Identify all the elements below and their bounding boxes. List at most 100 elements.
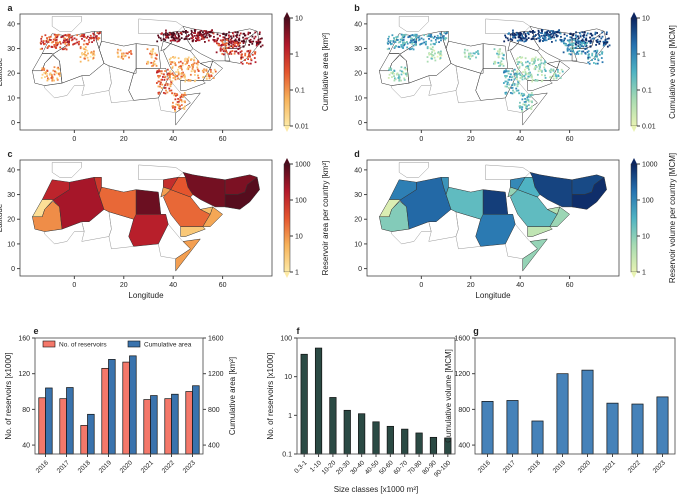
reservoir-point: [540, 56, 543, 59]
reservoir-point: [49, 39, 52, 41]
reservoir-point: [398, 76, 401, 79]
reservoir-point: [439, 52, 442, 55]
reservoir-point: [257, 38, 260, 41]
reservoir-point: [540, 62, 543, 65]
reservoir-point: [508, 32, 510, 35]
reservoir-point: [431, 55, 434, 58]
reservoir-point: [515, 76, 518, 79]
reservoir-point: [411, 37, 414, 40]
reservoir-point: [174, 76, 177, 78]
x-tick-label: 2018: [527, 459, 542, 474]
reservoir-point: [237, 52, 240, 54]
reservoir-point: [197, 60, 199, 63]
reservoir-point: [54, 39, 57, 42]
reservoir-point: [178, 104, 180, 107]
reservoir-point: [254, 52, 256, 55]
reservoir-point: [249, 55, 251, 58]
reservoir-point: [190, 33, 193, 35]
country-iran: [529, 25, 578, 62]
colorbar-extend-min: [284, 272, 290, 278]
reservoir-point: [544, 74, 546, 77]
bar-no-of-reservoirs: [122, 361, 130, 455]
reservoir-point: [442, 37, 445, 40]
reservoir-point: [594, 58, 596, 61]
reservoir-point: [569, 42, 571, 45]
reservoir-point: [225, 42, 228, 45]
reservoir-point: [50, 41, 53, 44]
reservoir-point: [518, 61, 520, 63]
reservoir-point: [243, 34, 246, 37]
reservoir-point: [522, 36, 525, 39]
x-tick-label: 40: [169, 282, 177, 289]
reservoir-point: [177, 33, 180, 36]
reservoir-point: [508, 83, 511, 86]
reservoir-point: [40, 42, 42, 45]
reservoir-point: [222, 44, 225, 46]
reservoir-point: [64, 37, 67, 40]
reservoir-point: [531, 78, 534, 81]
bar: [358, 413, 366, 455]
country-oman: [549, 206, 570, 227]
reservoir-point: [575, 41, 578, 44]
reservoir-point: [409, 39, 412, 42]
reservoir-point: [391, 34, 394, 37]
reservoir-point: [524, 72, 527, 75]
reservoir-point: [514, 74, 517, 77]
x-tick-label: 20-30: [335, 459, 352, 476]
reservoir-point: [179, 72, 182, 75]
reservoir-point: [430, 53, 433, 56]
y-tick-label: 20: [7, 71, 15, 78]
reservoir-point: [550, 69, 553, 72]
reservoir-point: [128, 56, 130, 59]
reservoir-point: [418, 38, 421, 41]
x-axis-label: Size classes [x1000 m²]: [334, 485, 418, 494]
y-tick-label: 100: [280, 336, 292, 343]
reservoir-point: [62, 39, 65, 42]
reservoir-point: [579, 45, 582, 48]
reservoir-point: [204, 35, 207, 38]
reservoir-point: [401, 35, 404, 37]
x-tick-label: 40: [516, 282, 524, 289]
reservoir-point: [596, 49, 599, 52]
reservoir-point: [393, 72, 395, 75]
reservoir-point: [236, 34, 239, 36]
reservoir-point: [220, 43, 223, 46]
reservoir-point: [156, 69, 159, 72]
reservoir-point: [566, 47, 569, 50]
reservoir-point: [180, 99, 183, 101]
reservoir-point: [201, 34, 204, 37]
reservoir-point: [169, 71, 171, 74]
reservoir-point: [519, 74, 522, 76]
reservoir-point: [595, 53, 597, 56]
bar-cumulative-area: [87, 413, 95, 455]
reservoir-point: [81, 33, 83, 36]
reservoir-point: [400, 45, 403, 48]
reservoir-point: [386, 48, 389, 51]
reservoir-point: [162, 76, 164, 78]
reservoir-point: [513, 84, 516, 87]
reservoir-point: [250, 59, 253, 62]
reservoir-point: [575, 34, 577, 37]
x-tick-label: 40: [516, 136, 524, 143]
reservoir-point: [499, 48, 502, 51]
reservoir-point: [176, 101, 179, 103]
reservoir-point: [426, 47, 429, 50]
reservoir-point: [526, 38, 528, 41]
reservoir-point: [56, 77, 59, 80]
reservoir-point: [553, 72, 555, 75]
reservoir-point: [525, 107, 528, 110]
colorbar-tick-label: 10: [295, 234, 303, 241]
reservoir-point: [165, 35, 168, 38]
reservoir-point: [53, 79, 55, 82]
reservoir-point: [531, 101, 533, 104]
reservoir-point: [518, 72, 521, 75]
reservoir-point: [444, 32, 447, 35]
reservoir-point: [71, 35, 74, 38]
reservoir-point: [530, 73, 533, 76]
reservoir-point: [54, 43, 57, 46]
reservoir-point: [197, 74, 199, 77]
reservoir-point: [222, 32, 225, 35]
reservoir-point: [404, 68, 407, 71]
reservoir-point: [48, 45, 50, 47]
reservoir-point: [53, 33, 56, 36]
